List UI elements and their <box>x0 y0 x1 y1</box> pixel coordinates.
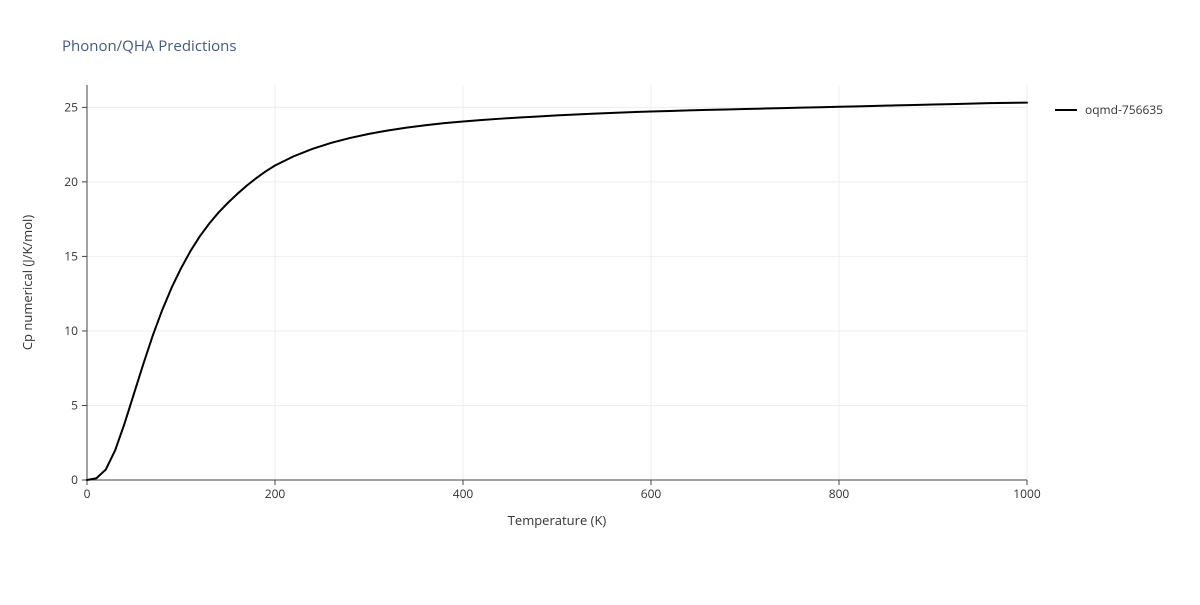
y-tick-label: 10 <box>64 322 78 339</box>
x-tick-label: 800 <box>829 485 850 502</box>
x-tick-label: 200 <box>265 485 286 502</box>
legend-label: oqmd-756635 <box>1085 101 1163 118</box>
y-tick-label: 15 <box>64 247 78 264</box>
line-chart: 0 200 400 600 800 1000 0 5 10 15 20 25 Temperature (… <box>0 0 1200 600</box>
x-tick-label: 400 <box>453 485 474 502</box>
series-line <box>87 103 1027 480</box>
y-tick-label: 0 <box>71 471 78 488</box>
x-tick-label: 0 <box>84 485 91 502</box>
y-tick-label: 25 <box>64 98 78 115</box>
x-tick-label: 1000 <box>1013 485 1041 502</box>
y-tick-label: 5 <box>71 396 78 413</box>
x-axis-label: Temperature (K) <box>508 511 607 529</box>
y-axis-label: Cp numerical (J/K/mol) <box>18 215 36 350</box>
x-tick-label: 600 <box>641 485 662 502</box>
chart-title: Phonon/QHA Predictions <box>62 36 237 56</box>
y-tick-label: 20 <box>64 173 78 190</box>
